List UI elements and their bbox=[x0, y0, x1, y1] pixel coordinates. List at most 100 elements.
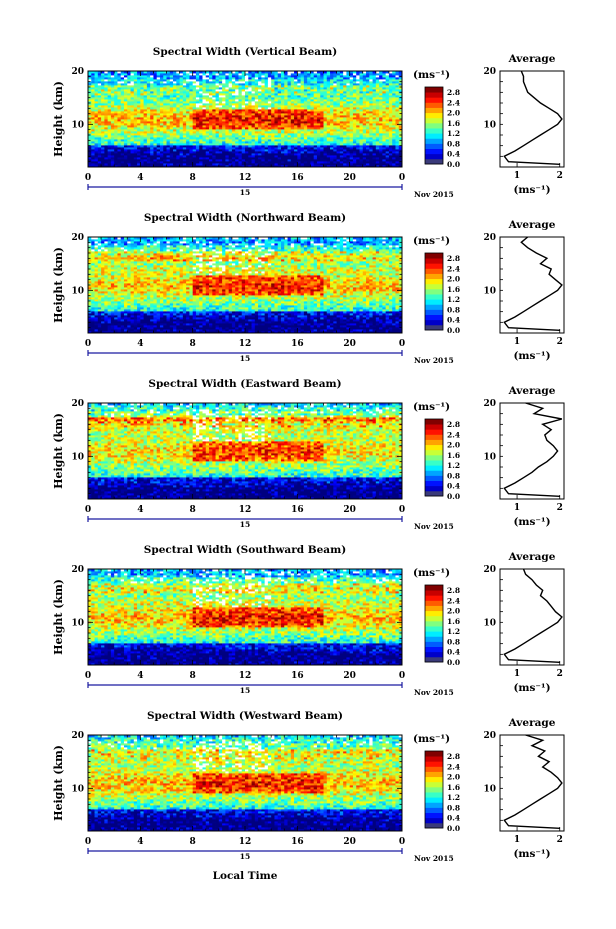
avg-x-tick-label: 2 bbox=[557, 337, 563, 347]
x-tick-label: 16 bbox=[291, 837, 304, 847]
day-label: 15 bbox=[240, 354, 250, 363]
colorbar-swatch bbox=[425, 761, 443, 767]
colorbar-swatch bbox=[425, 782, 443, 788]
avg-y-tick-label: 20 bbox=[483, 565, 496, 575]
colorbar-unit: (ms⁻¹) bbox=[413, 235, 450, 247]
colorbar-swatch bbox=[425, 792, 443, 798]
avg-y-tick-label: 20 bbox=[483, 399, 496, 409]
y-tick-label: 20 bbox=[71, 67, 84, 77]
avg-x-tick-label: 2 bbox=[557, 669, 563, 679]
colorbar-swatch bbox=[425, 818, 443, 824]
colorbar-swatch bbox=[425, 299, 443, 305]
panel-title: Spectral Width (Southward Beam) bbox=[144, 544, 346, 556]
colorbar-swatch bbox=[425, 279, 443, 285]
x-tick-label: 8 bbox=[190, 173, 196, 183]
date-label: Nov 2015 bbox=[414, 688, 454, 697]
colorbar-swatch bbox=[425, 823, 443, 829]
colorbar-tick-label: 2.0 bbox=[447, 275, 460, 284]
avg-frame bbox=[500, 71, 564, 167]
colorbar-unit: (ms⁻¹) bbox=[413, 733, 450, 745]
y-axis-label: Height (km) bbox=[52, 579, 65, 655]
colorbar-swatch bbox=[425, 138, 443, 144]
colorbar-tick-label: 1.6 bbox=[447, 119, 460, 128]
day-label: 15 bbox=[240, 852, 250, 861]
colorbar-swatch bbox=[425, 787, 443, 793]
avg-frame bbox=[500, 735, 564, 831]
avg-title: Average bbox=[508, 385, 556, 397]
avg-title: Average bbox=[508, 219, 556, 231]
colorbar-swatch bbox=[425, 87, 443, 93]
avg-y-tick-label: 20 bbox=[483, 67, 496, 77]
y-tick-label: 10 bbox=[71, 452, 84, 462]
colorbar-swatch bbox=[425, 159, 443, 165]
colorbar-tick-label: 2.4 bbox=[447, 762, 460, 771]
x-tick-label: 12 bbox=[239, 671, 252, 681]
x-tick-label: 0 bbox=[85, 339, 91, 349]
colorbar-tick-label: 2.0 bbox=[447, 109, 460, 118]
avg-title: Average bbox=[508, 551, 556, 563]
x-tick-label: 20 bbox=[343, 339, 356, 349]
colorbar-swatch bbox=[425, 652, 443, 658]
x-tick-label: 20 bbox=[343, 671, 356, 681]
colorbar-unit: (ms⁻¹) bbox=[413, 401, 450, 413]
colorbar-tick-label: 0.8 bbox=[447, 471, 460, 480]
spectral-width-figure: Spectral Width (Vertical Beam)1020Height… bbox=[0, 0, 616, 929]
colorbar-swatch bbox=[425, 756, 443, 762]
heatmap-field bbox=[88, 735, 402, 831]
colorbar-tick-label: 2.4 bbox=[447, 430, 460, 439]
avg-x-tick-label: 2 bbox=[557, 171, 563, 181]
day-label: 15 bbox=[240, 686, 250, 695]
colorbar-tick-label: 1.2 bbox=[447, 627, 460, 636]
colorbar-swatch bbox=[425, 797, 443, 803]
avg-x-tick-label: 1 bbox=[514, 171, 520, 181]
colorbar-swatch bbox=[425, 320, 443, 326]
colorbar-tick-label: 2.8 bbox=[447, 752, 460, 761]
x-tick-label: 0 bbox=[85, 671, 91, 681]
colorbar-swatch bbox=[425, 274, 443, 280]
avg-x-tick-label: 2 bbox=[557, 503, 563, 513]
colorbar-swatch bbox=[425, 590, 443, 596]
date-label: Nov 2015 bbox=[414, 356, 454, 365]
colorbar-swatch bbox=[425, 419, 443, 425]
date-label: Nov 2015 bbox=[414, 522, 454, 531]
colorbar-swatch bbox=[425, 434, 443, 440]
x-tick-label: 16 bbox=[291, 339, 304, 349]
colorbar-tick-label: 2.4 bbox=[447, 98, 460, 107]
colorbar-swatch bbox=[425, 647, 443, 653]
colorbar-tick-label: 0.8 bbox=[447, 139, 460, 148]
colorbar-swatch bbox=[425, 294, 443, 300]
x-tick-label: 4 bbox=[137, 505, 143, 515]
avg-profile-line bbox=[504, 71, 562, 164]
avg-profile-line bbox=[504, 403, 562, 496]
panel-title: Spectral Width (Westward Beam) bbox=[147, 710, 343, 722]
x-tick-label: 12 bbox=[239, 837, 252, 847]
date-label: Nov 2015 bbox=[414, 190, 454, 199]
colorbar-unit: (ms⁻¹) bbox=[413, 69, 450, 81]
heatmap-field bbox=[88, 403, 402, 499]
x-tick-label: 16 bbox=[291, 671, 304, 681]
avg-x-axis-label: (ms⁻¹) bbox=[513, 848, 550, 860]
colorbar-tick-label: 0.0 bbox=[447, 326, 460, 335]
colorbar-tick-label: 2.0 bbox=[447, 441, 460, 450]
x-tick-label: 8 bbox=[190, 837, 196, 847]
colorbar-tick-label: 1.2 bbox=[447, 793, 460, 802]
x-tick-label: 20 bbox=[343, 173, 356, 183]
panel-title: Spectral Width (Eastward Beam) bbox=[148, 378, 341, 390]
y-tick-label: 10 bbox=[71, 120, 84, 130]
y-tick-label: 10 bbox=[71, 286, 84, 296]
avg-x-tick-label: 1 bbox=[514, 503, 520, 513]
colorbar-tick-label: 0.0 bbox=[447, 658, 460, 667]
colorbar-swatch bbox=[425, 465, 443, 471]
colorbar-swatch bbox=[425, 585, 443, 591]
colorbar-swatch bbox=[425, 128, 443, 134]
colorbar-swatch bbox=[425, 450, 443, 456]
y-tick-label: 10 bbox=[71, 618, 84, 628]
x-tick-label: 4 bbox=[137, 173, 143, 183]
colorbar-swatch bbox=[425, 807, 443, 813]
y-tick-label: 20 bbox=[71, 731, 84, 741]
colorbar-tick-label: 1.2 bbox=[447, 129, 460, 138]
avg-x-tick-label: 1 bbox=[514, 669, 520, 679]
colorbar-tick-label: 0.0 bbox=[447, 824, 460, 833]
colorbar-tick-label: 1.2 bbox=[447, 295, 460, 304]
date-label: Nov 2015 bbox=[414, 854, 454, 863]
